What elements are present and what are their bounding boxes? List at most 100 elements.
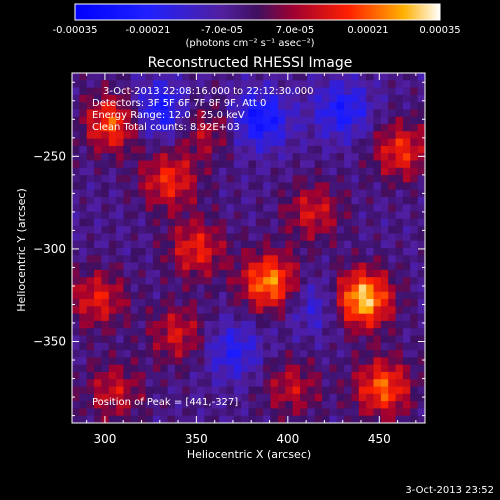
heatmap-cell xyxy=(219,124,227,132)
heatmap-cell xyxy=(174,102,183,110)
heatmap-cell xyxy=(152,342,161,351)
heatmap-cell xyxy=(270,204,279,213)
heatmap-cell xyxy=(241,401,249,409)
heatmap-cell xyxy=(145,233,154,242)
heatmap-cell xyxy=(204,248,213,256)
heatmap-cell xyxy=(336,226,345,234)
heatmap-cell xyxy=(402,291,411,300)
heatmap-cell xyxy=(366,269,375,278)
heatmap-cell xyxy=(366,284,375,293)
heatmap-cell xyxy=(366,364,375,373)
heatmap-cell xyxy=(204,313,213,322)
heatmap-cell xyxy=(174,335,183,344)
heatmap-cell xyxy=(116,204,124,213)
heatmap-cell xyxy=(204,167,213,176)
heatmap-cell xyxy=(388,160,397,169)
heatmap-cell xyxy=(314,240,323,249)
heatmap-cell xyxy=(270,291,279,300)
heatmap-cell xyxy=(79,109,88,118)
heatmap-cell xyxy=(130,269,139,278)
heatmap-cell xyxy=(123,357,132,366)
heatmap-cell xyxy=(322,233,330,242)
heatmap-cell xyxy=(219,357,227,366)
heatmap-cell xyxy=(402,87,411,96)
heatmap-cell xyxy=(241,393,249,402)
heatmap-cell xyxy=(167,94,176,103)
heatmap-cell xyxy=(329,364,338,373)
heatmap-cell xyxy=(130,211,139,220)
heatmap-cell xyxy=(108,131,117,140)
heatmap-cell xyxy=(277,342,286,351)
heatmap-cell xyxy=(255,255,264,264)
heatmap-cell xyxy=(270,102,279,110)
heatmap-cell xyxy=(255,350,264,358)
heatmap-cell xyxy=(263,415,272,424)
heatmap-cell xyxy=(270,364,279,373)
heatmap-cell xyxy=(263,357,272,366)
heatmap-cell xyxy=(219,255,227,264)
heatmap-cell xyxy=(94,196,102,205)
heatmap-cell xyxy=(182,350,191,358)
heatmap-cell xyxy=(94,211,102,220)
heatmap-cell xyxy=(270,357,279,366)
heatmap-cell xyxy=(351,131,360,140)
heatmap-cell xyxy=(344,145,352,154)
heatmap-cell xyxy=(410,211,419,220)
heatmap-cell xyxy=(174,204,183,213)
heatmap-cell xyxy=(123,401,132,409)
heatmap-cell xyxy=(86,182,95,191)
heatmap-cell xyxy=(174,320,183,329)
heatmap-cell xyxy=(167,116,176,125)
heatmap-cell xyxy=(182,342,191,351)
heatmap-cell xyxy=(123,204,132,213)
heatmap-cell xyxy=(123,109,132,118)
heatmap-cell xyxy=(72,408,80,417)
heatmap-cell xyxy=(380,320,389,329)
heatmap-cell xyxy=(351,299,360,307)
heatmap-cell xyxy=(130,262,139,271)
heatmap-cell xyxy=(358,204,367,213)
heatmap-cell xyxy=(138,291,147,300)
heatmap-cell xyxy=(204,240,213,249)
heatmap-cell xyxy=(373,379,382,388)
heatmap-cell xyxy=(410,160,419,169)
heatmap-cell xyxy=(138,342,147,351)
heatmap-cell xyxy=(263,401,272,409)
heatmap-cell xyxy=(329,73,338,81)
heatmap-cell xyxy=(299,196,308,205)
heatmap-cell xyxy=(380,196,389,205)
heatmap-cell xyxy=(204,320,213,329)
heatmap-cell xyxy=(233,124,242,132)
heatmap-cell xyxy=(219,145,227,154)
heatmap-cell xyxy=(130,320,139,329)
heatmap-cell xyxy=(182,145,191,154)
heatmap-cell xyxy=(366,233,375,242)
heatmap-cell xyxy=(123,175,132,183)
heatmap-cell xyxy=(167,233,176,242)
heatmap-cell xyxy=(329,226,338,234)
heatmap-cell xyxy=(204,102,213,110)
heatmap-cell xyxy=(358,342,367,351)
heatmap-cell xyxy=(417,218,426,227)
heatmap-cell xyxy=(160,291,169,300)
heatmap-cell xyxy=(116,284,124,293)
heatmap-cell xyxy=(72,73,80,81)
heatmap-cell xyxy=(130,401,139,409)
heatmap-cell xyxy=(277,131,286,140)
heatmap-cell xyxy=(79,124,88,132)
heatmap-cell xyxy=(101,153,110,161)
heatmap-cell xyxy=(108,299,117,307)
heatmap-cell xyxy=(358,196,367,205)
heatmap-cell xyxy=(255,335,264,344)
heatmap-cell xyxy=(307,240,316,249)
heatmap-cell xyxy=(226,342,235,351)
heatmap-cell xyxy=(226,167,235,176)
heatmap-cell xyxy=(358,357,367,366)
heatmap-cell xyxy=(241,313,249,322)
heatmap-cell xyxy=(329,218,338,227)
heatmap-cell xyxy=(366,87,375,96)
heatmap-cell xyxy=(388,284,397,293)
heatmap-cell xyxy=(277,80,286,89)
heatmap-cell xyxy=(248,393,257,402)
heatmap-cell xyxy=(138,299,147,307)
